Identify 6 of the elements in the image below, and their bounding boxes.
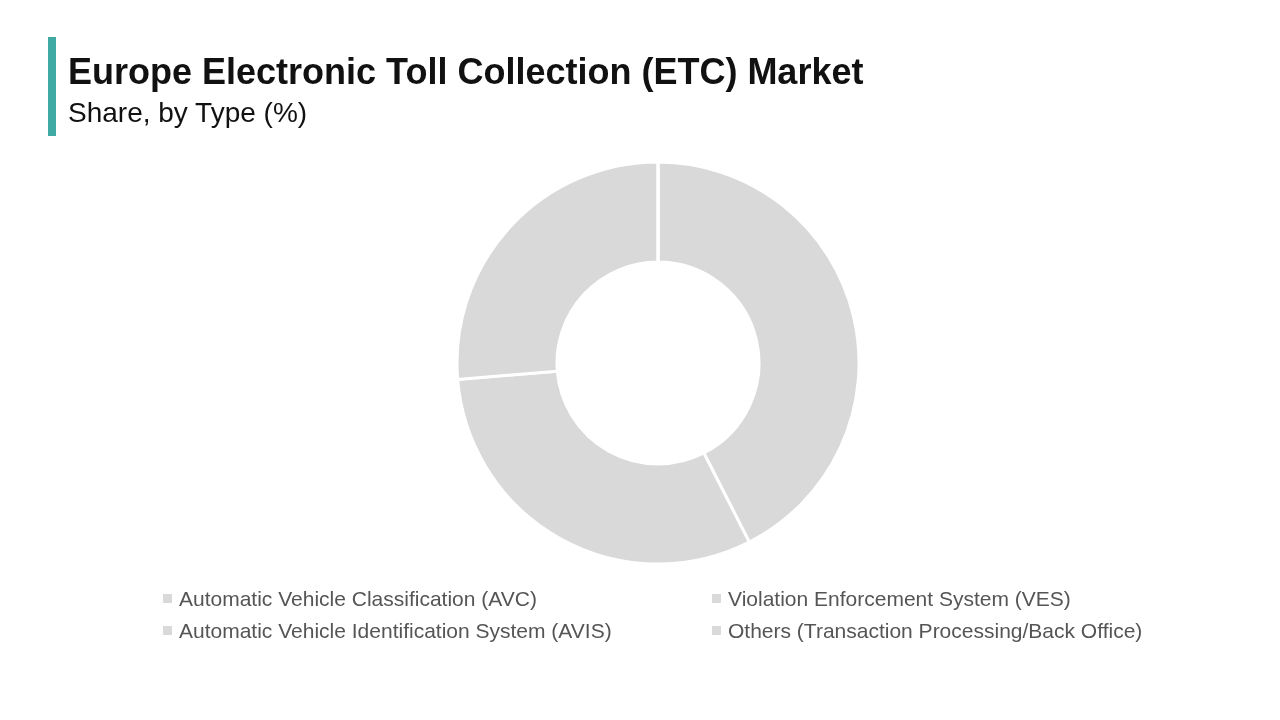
- legend-label: Others (Transaction Processing/Back Office): [728, 619, 1143, 642]
- legend-label: Automatic Vehicle Identification System (AVIS): [179, 619, 612, 642]
- legend-label: Violation Enforcement System (VES): [728, 587, 1071, 610]
- chart-subtitle: Share, by Type (%): [68, 97, 308, 128]
- legend-label: Automatic Vehicle Classification (AVC): [179, 587, 537, 610]
- chart-title: Europe Electronic Toll Collection (ETC) Market: [68, 51, 864, 92]
